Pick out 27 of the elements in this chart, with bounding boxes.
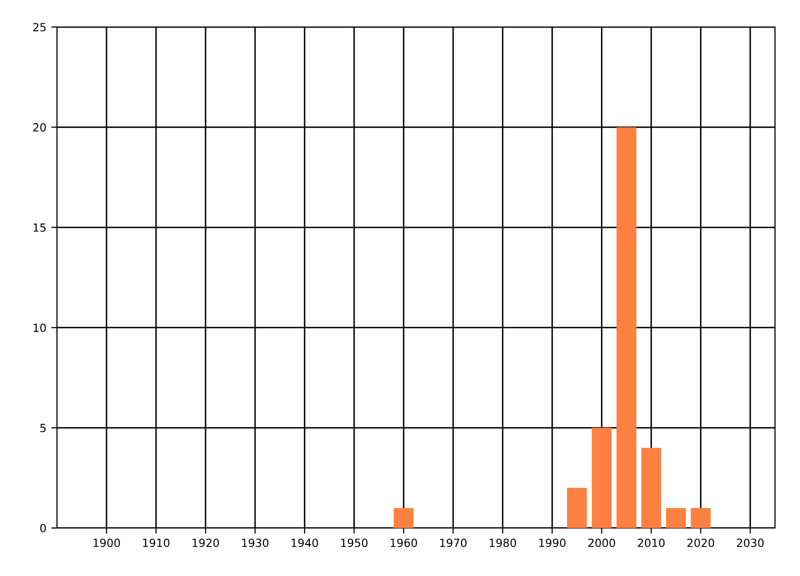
bar [394,508,414,528]
x-tick-label: 1900 [94,538,120,548]
y-tick-label: 25 [33,22,46,32]
x-tick-label: 2010 [638,538,665,548]
y-tick-label: 15 [34,224,46,232]
x-tick-label: 2020 [687,538,714,548]
bar [592,428,612,528]
bar [690,508,711,528]
x-tick-label: 1910 [143,538,170,548]
x-tick-label: 1930 [242,538,268,548]
x-tick-label: 1940 [292,538,318,548]
bar [666,508,686,528]
y-tick-label: 0 [40,524,46,532]
y-tick-label: 5 [40,424,46,432]
x-tick-label: 1980 [490,538,516,548]
bar [616,127,636,528]
x-tick-label: 1990 [539,538,566,548]
bar [641,448,662,528]
x-tick-label: 2030 [736,538,764,548]
y-tick-label: 10 [34,324,46,332]
x-tick-label: 1960 [390,538,418,548]
x-tick-label: 1950 [341,538,368,548]
x-tick-label: 2000 [588,538,616,548]
bar [567,488,587,528]
x-tick-label: 1970 [440,538,467,548]
y-tick-label: 20 [33,123,46,132]
x-tick-label: 1920 [192,538,219,548]
